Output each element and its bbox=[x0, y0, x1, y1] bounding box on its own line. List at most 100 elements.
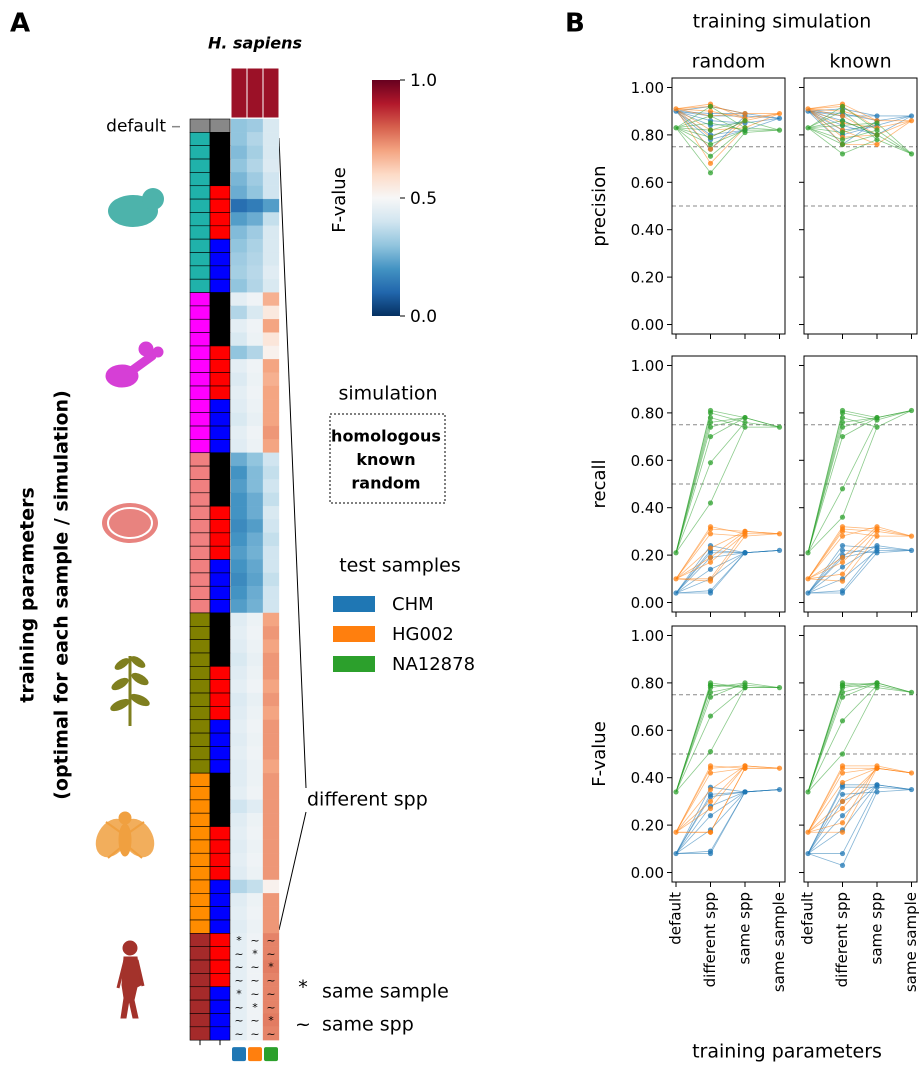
heatmap-cell bbox=[230, 385, 248, 400]
data-point bbox=[839, 486, 846, 492]
heatmap-cell bbox=[262, 1026, 280, 1041]
heatmap-cell bbox=[246, 265, 264, 280]
species-cell bbox=[189, 439, 211, 454]
heatmap-cell bbox=[246, 813, 264, 827]
connector-line bbox=[710, 106, 746, 129]
connector-line bbox=[807, 753, 843, 793]
heatmap-cell bbox=[262, 572, 280, 587]
y-tick-label: 0.00 bbox=[631, 316, 664, 334]
simulation-cell bbox=[209, 1026, 231, 1041]
heatmap-cell bbox=[230, 786, 248, 801]
connector-line bbox=[675, 127, 711, 157]
y-tick-label: 0.40 bbox=[631, 769, 664, 787]
data-point bbox=[707, 108, 714, 114]
data-point bbox=[839, 770, 846, 776]
data-point bbox=[874, 533, 880, 539]
heatmap-cell bbox=[230, 626, 248, 640]
cell-marker: ~ bbox=[266, 934, 275, 947]
heatmap-cell bbox=[230, 265, 248, 280]
panel-label: B bbox=[565, 9, 585, 39]
connector-line bbox=[675, 789, 711, 833]
cell-marker: ~ bbox=[250, 934, 259, 947]
simulation-cell bbox=[209, 679, 231, 694]
heatmap-cell bbox=[230, 279, 248, 293]
connector-line bbox=[876, 120, 912, 145]
legend-patch bbox=[333, 626, 375, 642]
connector-line bbox=[876, 682, 912, 693]
connector-line bbox=[710, 531, 746, 549]
heatmap-cell bbox=[262, 666, 280, 680]
species-cell bbox=[189, 318, 211, 333]
connector-line bbox=[807, 794, 843, 854]
simulation-cell bbox=[209, 772, 231, 787]
data-point bbox=[874, 524, 880, 530]
connector-line bbox=[842, 545, 878, 556]
heatmap-cell bbox=[230, 893, 248, 907]
heatmap-cell bbox=[262, 906, 280, 921]
connector-line bbox=[876, 767, 912, 774]
heatmap-cell bbox=[246, 172, 264, 186]
x-tick-label: same sample bbox=[770, 892, 788, 992]
cell-marker: ~ bbox=[266, 974, 275, 987]
connector-line bbox=[807, 127, 843, 155]
connector-line bbox=[807, 127, 843, 141]
legend-title: simulation bbox=[338, 383, 437, 405]
connector-line bbox=[807, 516, 843, 554]
data-point bbox=[908, 786, 915, 793]
data-point bbox=[776, 110, 783, 117]
data-point bbox=[707, 146, 714, 152]
heatmap-cell bbox=[262, 279, 280, 293]
species-cell bbox=[189, 946, 211, 961]
heatmap-cell bbox=[246, 559, 264, 574]
heatmap-cell bbox=[246, 505, 264, 520]
heatmap-cell bbox=[230, 492, 248, 507]
simulation-cell bbox=[209, 892, 231, 907]
heatmap-cell bbox=[246, 452, 264, 467]
simulation-cell bbox=[209, 519, 231, 534]
simulation-cell bbox=[209, 999, 231, 1014]
simulation-cell bbox=[209, 305, 231, 320]
connector-line bbox=[842, 684, 878, 722]
cell-marker: ~ bbox=[234, 947, 243, 960]
data-point bbox=[776, 765, 783, 771]
legend-entry: CHM bbox=[392, 594, 434, 615]
heatmap-cell bbox=[262, 919, 280, 934]
cell-marker: ~ bbox=[234, 1001, 243, 1014]
heatmap-cell bbox=[230, 532, 248, 547]
connector-line bbox=[744, 682, 780, 689]
species-cell bbox=[189, 625, 211, 640]
data-point bbox=[874, 120, 880, 126]
connector-line bbox=[675, 526, 711, 580]
legend-entry: HG002 bbox=[392, 624, 454, 645]
data-point bbox=[839, 543, 846, 549]
cell-icon bbox=[102, 503, 158, 543]
simulation-cell bbox=[209, 425, 231, 440]
connector-line bbox=[675, 108, 711, 138]
heatmap-cell bbox=[246, 385, 264, 400]
connector-line bbox=[876, 526, 912, 537]
heatmap-cell bbox=[262, 866, 280, 881]
column-header: random bbox=[692, 51, 766, 73]
connector-line bbox=[744, 789, 780, 793]
plant-icon bbox=[110, 656, 150, 726]
heatmap-cell bbox=[230, 813, 248, 827]
connector-line bbox=[807, 108, 843, 124]
cell-marker: ~ bbox=[234, 961, 243, 974]
simulation-cell bbox=[209, 706, 231, 721]
connector-line bbox=[807, 120, 843, 129]
reference-label: H. sapiens bbox=[208, 34, 302, 53]
connector-line bbox=[744, 113, 780, 122]
data-point bbox=[908, 113, 915, 119]
yeast-icon bbox=[108, 188, 164, 227]
heatmap-cell bbox=[230, 799, 248, 814]
connector-line bbox=[710, 533, 746, 563]
species-cell bbox=[189, 986, 211, 1001]
heatmap-cell bbox=[246, 692, 264, 707]
data-point bbox=[707, 524, 714, 530]
connector-line bbox=[807, 578, 843, 582]
y-tick-label: 0.40 bbox=[631, 221, 664, 239]
data-point bbox=[839, 433, 846, 440]
connector-line bbox=[675, 106, 711, 129]
heatmap-cell bbox=[246, 879, 264, 894]
y-axis-label: training parameters bbox=[17, 487, 39, 703]
